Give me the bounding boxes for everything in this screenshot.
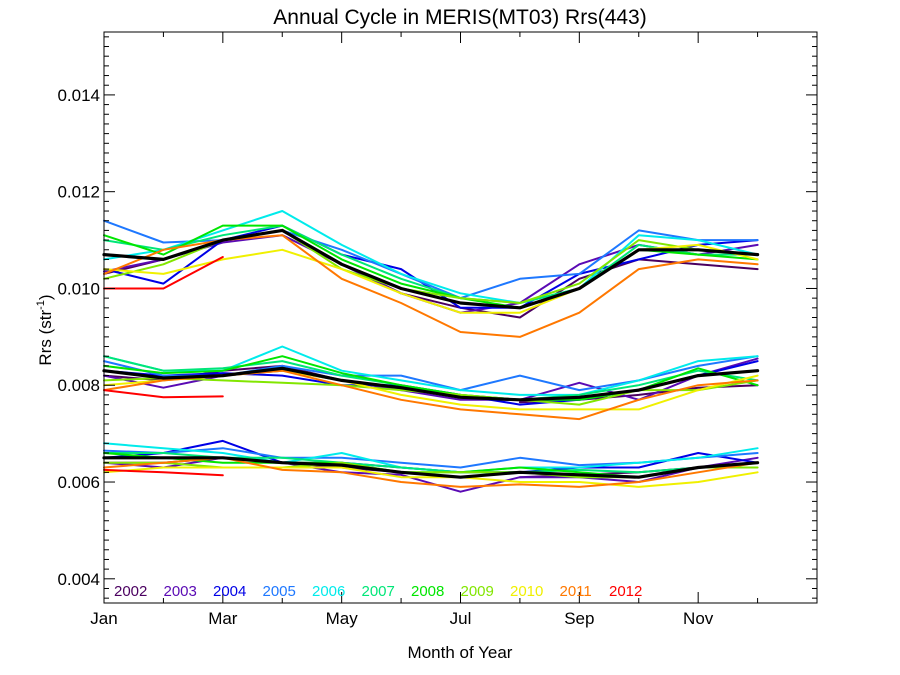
x-tick-label-Nov: Nov bbox=[683, 609, 714, 628]
x-tick-label-Mar: Mar bbox=[208, 609, 238, 628]
y-tick-label-0.004: 0.004 bbox=[57, 570, 100, 589]
legend-entry-2004: 2004 bbox=[213, 583, 246, 600]
mean-line-band-1 bbox=[102, 366, 760, 402]
legend-entry-2012: 2012 bbox=[609, 583, 642, 600]
x-axis-label: Month of Year bbox=[408, 643, 513, 662]
chart-title: Annual Cycle in MERIS(MT03) Rrs(443) bbox=[273, 6, 646, 29]
legend-entry-2011: 2011 bbox=[560, 583, 592, 600]
series-line-2010-band-2 bbox=[103, 466, 759, 488]
y-tick-label-0.010: 0.010 bbox=[57, 279, 100, 298]
y-tick-label-0.008: 0.008 bbox=[57, 376, 100, 395]
series-line-2003-band-1 bbox=[103, 357, 759, 401]
x-tick-label-Jul: Jul bbox=[450, 609, 472, 628]
legend-entry-2008: 2008 bbox=[411, 583, 444, 600]
legend-entry-2002: 2002 bbox=[114, 583, 147, 600]
legend-entry-2003: 2003 bbox=[164, 583, 197, 600]
y-axis-label-tail: ) bbox=[36, 294, 55, 300]
mean-line-band-2 bbox=[102, 456, 760, 479]
legend-entry-2005: 2005 bbox=[263, 583, 296, 600]
legend-entry-2007: 2007 bbox=[362, 583, 395, 600]
series-line-2012-band-2 bbox=[103, 468, 224, 477]
y-tick-label-0.014: 0.014 bbox=[57, 86, 100, 105]
series-line-2006-band-0 bbox=[103, 210, 759, 304]
y-tick-label-0.012: 0.012 bbox=[57, 183, 100, 202]
legend: 2002 2003 2004 2005 2006 2007 2008 2009 2010 2011… bbox=[114, 583, 642, 600]
y-tick-label-0.006: 0.006 bbox=[57, 473, 100, 492]
legend-entry-2009: 2009 bbox=[461, 583, 494, 600]
axes-frame bbox=[103, 31, 818, 604]
mean-line-band-0 bbox=[102, 228, 760, 310]
y-axis-label-main: Rrs (str bbox=[36, 310, 55, 366]
svg-text:Rrs (str-1): Rrs (str-1) bbox=[35, 294, 55, 365]
series-line-2005-band-0 bbox=[103, 219, 759, 300]
series-line-2007-band-0 bbox=[103, 224, 759, 304]
x-tick-label-May: May bbox=[326, 609, 359, 628]
x-tick-label-Jan: Jan bbox=[90, 609, 117, 628]
x-tick-label-Sep: Sep bbox=[564, 609, 594, 628]
legend-entry-2006: 2006 bbox=[312, 583, 345, 600]
series-line-2012-band-1 bbox=[103, 389, 224, 399]
y-axis-label: Rrs (str-1) bbox=[35, 294, 55, 365]
y-axis-label-superscript: -1 bbox=[35, 300, 47, 310]
legend-entry-2010: 2010 bbox=[510, 583, 543, 600]
plot-area: 0.004 0.006 0.008 0.010 0.012 0.014 Jan Mar May J… bbox=[57, 31, 818, 628]
series-line-2012-band-0 bbox=[103, 256, 224, 290]
